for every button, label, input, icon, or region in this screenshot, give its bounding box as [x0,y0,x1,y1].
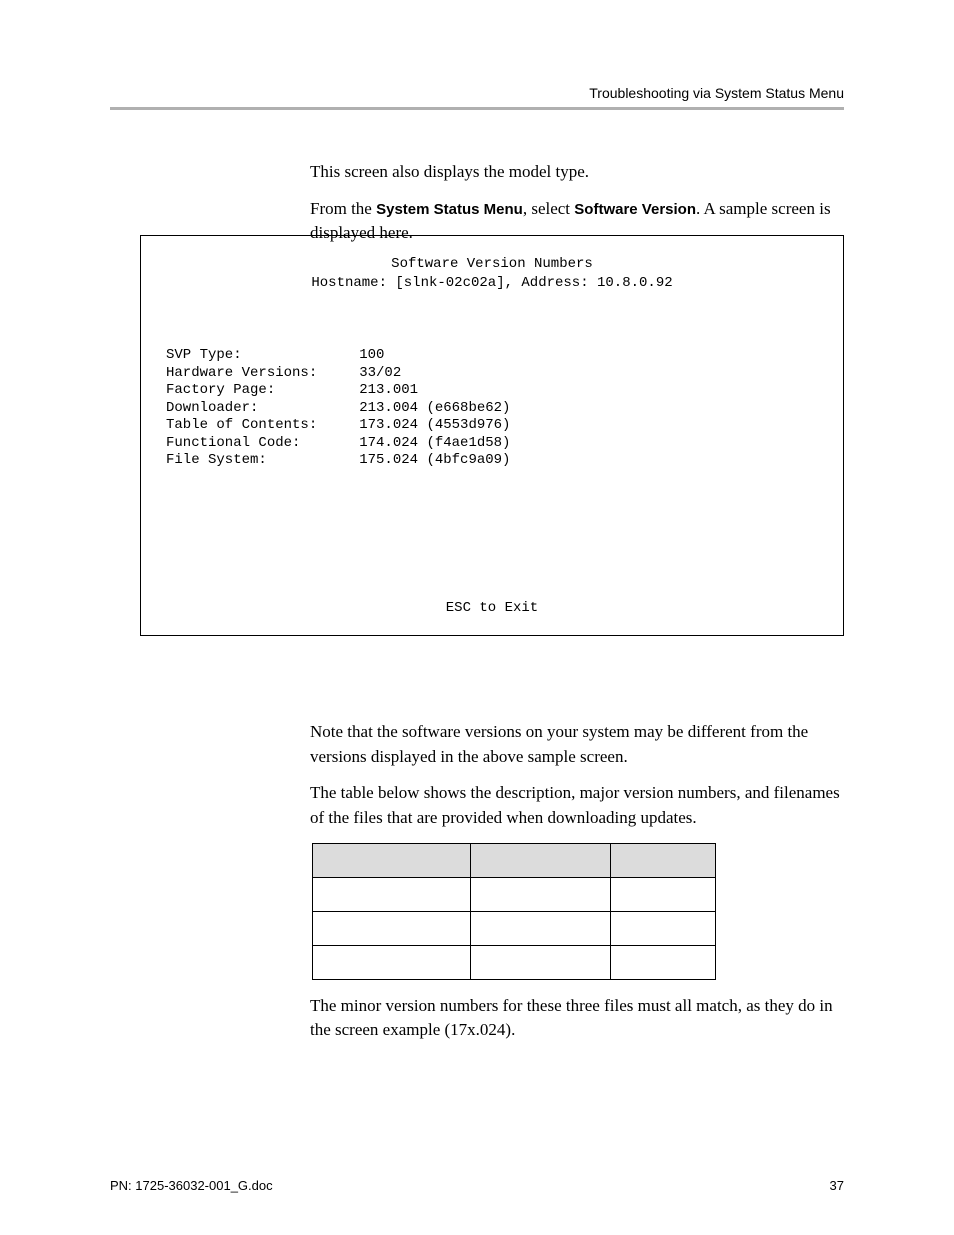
content-below: Note that the software versions on your … [310,720,844,1055]
screen-row: Functional Code: 174.024 (f4ae1d58) [166,435,818,453]
intro2-mid: , select [523,199,574,218]
footer-page: 37 [830,1178,844,1193]
table-cell [471,877,611,911]
intro-para-1: This screen also displays the model type… [310,160,844,185]
table-header-cell [611,843,716,877]
table-cell [313,877,471,911]
table-cell [313,911,471,945]
table-row [313,877,716,911]
table-cell [611,911,716,945]
table-cell [471,945,611,979]
table-row [313,911,716,945]
header-title: Troubleshooting via System Status Menu [589,85,844,101]
sample-screen: Software Version Numbers Hostname: [slnk… [140,235,844,636]
below-para-2: The table below shows the description, m… [310,781,844,830]
table-header-cell [471,843,611,877]
screen-row: SVP Type: 100 [166,347,818,365]
table-header-cell [313,843,471,877]
screen-row: Hardware Versions: 33/02 [166,365,818,383]
screen-row: File System: 175.024 (4bfc9a09) [166,452,818,470]
table-cell [313,945,471,979]
intro2-pre: From the [310,199,376,218]
screen-footer: ESC to Exit [166,600,818,618]
version-table [312,843,716,980]
intro2-menu: System Status Menu [376,201,523,218]
footer-doc: PN: 1725-36032-001_G.doc [110,1178,273,1193]
screen-row: Downloader: 213.004 (e668be62) [166,400,818,418]
intro2-item: Software Version [574,201,696,218]
below-para-3: The minor version numbers for these thre… [310,994,844,1043]
screen-row: Table of Contents: 173.024 (4553d976) [166,417,818,435]
table-cell [611,945,716,979]
header-rule [110,107,844,110]
below-para-1: Note that the software versions on your … [310,720,844,769]
table-cell [471,911,611,945]
table-header-row [313,843,716,877]
screen-row: Factory Page: 213.001 [166,382,818,400]
screen-title: Software Version Numbers [166,256,818,274]
screen-hostline: Hostname: [slnk-02c02a], Address: 10.8.0… [166,275,818,293]
table-row [313,945,716,979]
table-cell [611,877,716,911]
page-header: Troubleshooting via System Status Menu [589,85,844,101]
